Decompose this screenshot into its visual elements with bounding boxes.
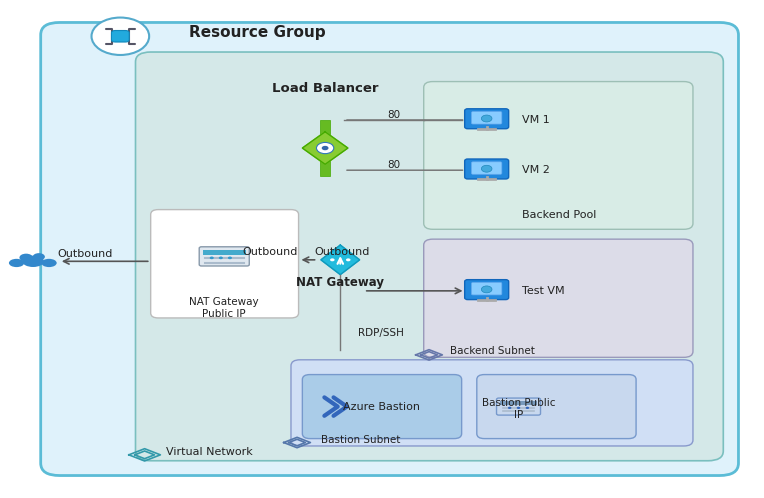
- Polygon shape: [321, 245, 360, 274]
- Ellipse shape: [33, 253, 45, 260]
- FancyBboxPatch shape: [40, 22, 739, 476]
- Circle shape: [346, 258, 351, 261]
- FancyBboxPatch shape: [199, 247, 249, 266]
- Text: Bastion Public
IP: Bastion Public IP: [482, 398, 555, 420]
- Bar: [202, 250, 246, 254]
- Ellipse shape: [22, 255, 44, 267]
- Circle shape: [316, 142, 334, 154]
- Polygon shape: [303, 132, 348, 164]
- Text: VM 1: VM 1: [523, 115, 550, 125]
- Circle shape: [92, 17, 149, 55]
- Circle shape: [228, 256, 232, 259]
- Text: Backend Pool: Backend Pool: [522, 210, 596, 220]
- Text: Outbound: Outbound: [57, 249, 112, 259]
- Circle shape: [322, 146, 329, 150]
- Circle shape: [219, 256, 223, 259]
- Ellipse shape: [9, 259, 24, 267]
- FancyBboxPatch shape: [291, 360, 693, 446]
- Circle shape: [330, 258, 335, 261]
- Text: Azure Bastion: Azure Bastion: [344, 401, 420, 411]
- Text: Load Balancer: Load Balancer: [272, 83, 378, 96]
- FancyBboxPatch shape: [424, 239, 693, 358]
- FancyBboxPatch shape: [465, 109, 509, 128]
- Ellipse shape: [19, 253, 33, 261]
- FancyBboxPatch shape: [471, 162, 502, 174]
- Circle shape: [481, 115, 492, 122]
- Text: Test VM: Test VM: [523, 286, 565, 296]
- Bar: [320, 120, 330, 176]
- Circle shape: [526, 407, 529, 409]
- Circle shape: [516, 407, 520, 409]
- Text: VM 2: VM 2: [523, 165, 550, 175]
- FancyBboxPatch shape: [135, 52, 724, 461]
- FancyBboxPatch shape: [112, 30, 129, 42]
- Text: Outbound: Outbound: [242, 248, 297, 257]
- Text: Resource Group: Resource Group: [189, 25, 325, 40]
- Bar: [500, 401, 536, 405]
- FancyBboxPatch shape: [477, 374, 636, 439]
- FancyBboxPatch shape: [151, 210, 299, 318]
- Text: Outbound: Outbound: [315, 248, 371, 257]
- FancyBboxPatch shape: [471, 282, 502, 295]
- Text: Bastion Subnet: Bastion Subnet: [322, 435, 400, 445]
- Text: NAT Gateway
Public IP: NAT Gateway Public IP: [189, 297, 259, 319]
- FancyBboxPatch shape: [497, 398, 540, 415]
- Ellipse shape: [41, 259, 57, 267]
- FancyBboxPatch shape: [424, 82, 693, 229]
- Text: NAT Gateway: NAT Gateway: [296, 276, 384, 289]
- FancyBboxPatch shape: [471, 112, 502, 124]
- Text: 80: 80: [387, 160, 400, 170]
- FancyBboxPatch shape: [303, 374, 461, 439]
- Text: RDP/SSH: RDP/SSH: [358, 328, 403, 338]
- FancyBboxPatch shape: [465, 280, 509, 300]
- Text: Virtual Network: Virtual Network: [166, 447, 253, 457]
- Circle shape: [209, 256, 214, 259]
- Text: 80: 80: [387, 110, 400, 120]
- Circle shape: [481, 286, 492, 293]
- Circle shape: [508, 407, 511, 409]
- FancyBboxPatch shape: [465, 159, 509, 179]
- Circle shape: [481, 165, 492, 172]
- Text: Backend Subnet: Backend Subnet: [450, 346, 535, 356]
